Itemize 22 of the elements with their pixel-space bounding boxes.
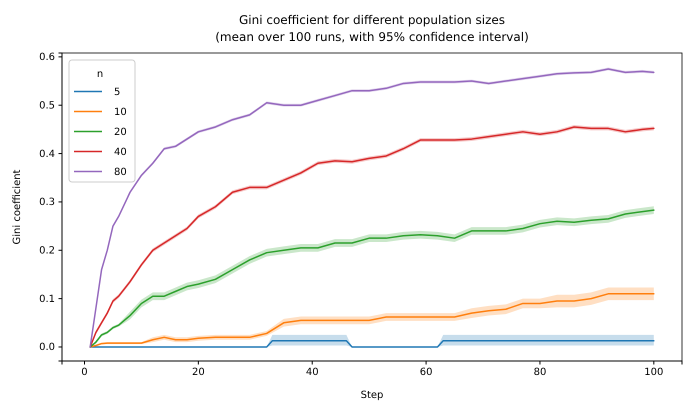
y-tick-label: 0.1 (39, 294, 55, 305)
y-tick-label: 0.5 (39, 100, 55, 112)
chart-title: Gini coefficient for different population sizes (mean over 100 runs, with 95% confidence interval) (215, 13, 529, 44)
y-tick-label: 0.3 (39, 197, 55, 208)
x-tick-label: 80 (534, 367, 546, 378)
x-tick-label: 20 (192, 367, 205, 378)
legend-label: 10 (114, 107, 127, 118)
legend-label: 5 (114, 87, 120, 98)
legend-title: n (96, 69, 104, 80)
y-tick-label: 0.6 (39, 52, 55, 64)
y-tick-label: 0.4 (39, 148, 55, 160)
legend-label: 40 (114, 147, 127, 158)
y-tick-label: 0.0 (39, 342, 55, 354)
x-axis-title: Step (360, 390, 384, 401)
x-tick-label: 60 (420, 367, 432, 378)
x-tick-label: 0 (81, 367, 88, 378)
y-axis-title: Gini coefficient (12, 169, 23, 244)
x-tick-label: 100 (644, 367, 664, 378)
legend-label: 80 (114, 167, 127, 178)
legend-label: 20 (114, 127, 127, 138)
x-tick-label: 40 (306, 367, 319, 378)
y-tick-label: 0.2 (39, 245, 55, 256)
